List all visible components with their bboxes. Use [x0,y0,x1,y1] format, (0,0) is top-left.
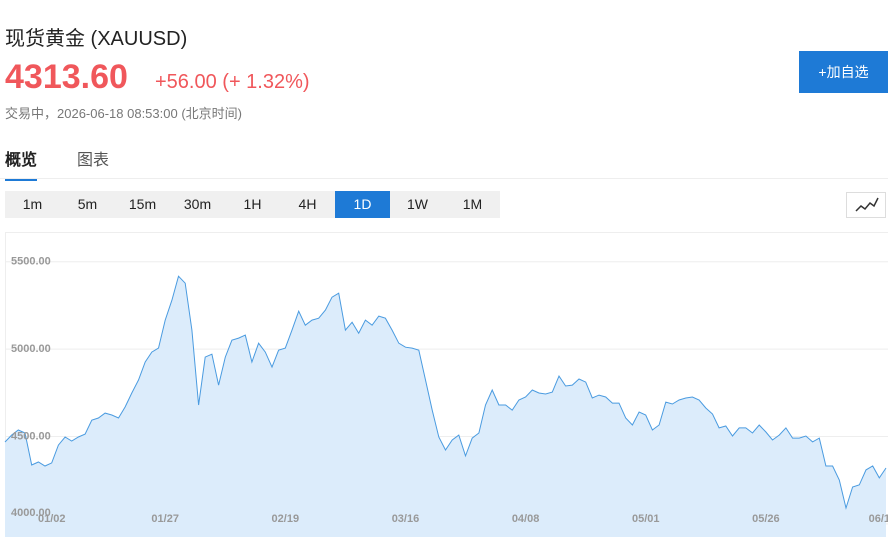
chart-type-icon [855,197,879,212]
area [5,276,886,537]
timeframe-button[interactable]: 1m [22,196,43,212]
x-tick-label: 04/08 [512,513,540,525]
timeframe-bar: 1m 5m 15m 30m 1H 4H 1D 1W 1M [5,191,500,218]
x-tick-label: 05/26 [752,513,780,525]
x-tick-label: 01/02 [38,513,66,525]
price: 4313.60 [5,58,128,96]
timeframe-button[interactable]: 1D [335,191,390,218]
trading-status: 交易中，2026-06-18 08:53:00 (北京时间) [5,106,242,121]
y-tick-label: 5500.00 [11,256,51,268]
add-watchlist-button[interactable]: +加自选 [799,51,888,93]
chart-type-button[interactable] [846,192,886,218]
timeframe-button[interactable]: 4H [298,196,317,212]
timeframe-button[interactable]: 30m [183,196,212,212]
y-tick-label: 4500.00 [11,430,51,442]
tab[interactable]: 概览 [5,146,38,181]
x-tick-label: 06/1 [869,513,888,525]
title: 现货黄金 (XAUUSD) [5,28,188,50]
x-tick-label: 02/19 [272,513,300,525]
divider [0,178,888,179]
x-tick-label: 01/27 [151,513,179,525]
x-tick-label: 03/16 [392,513,420,525]
y-tick-label: 5000.00 [11,343,51,355]
x-tick-label: 05/01 [632,513,660,525]
tab[interactable]: 图表 [77,152,110,169]
timeframe-button[interactable]: 1W [407,196,428,212]
timeframe-button[interactable]: 15m [128,196,157,212]
timeframe-button[interactable]: 1M [462,196,483,212]
timeframe-button[interactable]: 1H [243,196,262,212]
price-change: +56.00 (+ 1.32%) [155,71,310,93]
chart-frame [5,232,888,537]
timeframe-button[interactable]: 5m [77,196,98,212]
y-tick-label: 4000.00 [11,507,51,519]
line [4,275,887,510]
